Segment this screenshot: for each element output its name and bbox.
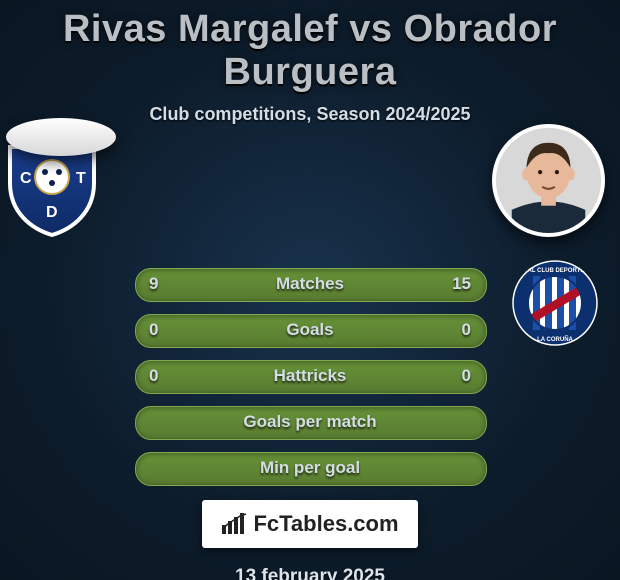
page-title: Rivas Margalef vs Obrador Burguera: [0, 0, 620, 94]
stat-label: Matches: [135, 268, 485, 300]
right-player-avatar: [492, 124, 605, 237]
stat-right-value: 0: [448, 314, 485, 346]
stat-row: 9 Matches 15: [135, 268, 485, 300]
svg-text:T: T: [76, 170, 86, 187]
comparison-bars: 9 Matches 15 0 Goals 0 0 Hattricks 0 Goa…: [0, 268, 620, 484]
stat-right-value: 15: [438, 268, 485, 300]
brand-text: FcTables.com: [253, 511, 398, 537]
stat-right-value: 0: [448, 360, 485, 392]
svg-text:D: D: [46, 204, 58, 221]
svg-text:C: C: [20, 170, 32, 187]
stat-right-value: [457, 452, 485, 484]
stat-label: Min per goal: [135, 452, 485, 484]
bar-chart-icon: [221, 513, 247, 535]
snapshot-date: 13 february 2025: [0, 566, 620, 580]
stat-right-value: [457, 406, 485, 438]
stat-row: 0 Goals 0: [135, 314, 485, 346]
stat-label: Goals: [135, 314, 485, 346]
stat-row: Goals per match: [135, 406, 485, 438]
left-player-avatar: [6, 118, 116, 156]
brand-badge: FcTables.com: [202, 500, 418, 548]
stat-row: 0 Hattricks 0: [135, 360, 485, 392]
stat-label: Hattricks: [135, 360, 485, 392]
stat-label: Goals per match: [135, 406, 485, 438]
stat-row: Min per goal: [135, 452, 485, 484]
